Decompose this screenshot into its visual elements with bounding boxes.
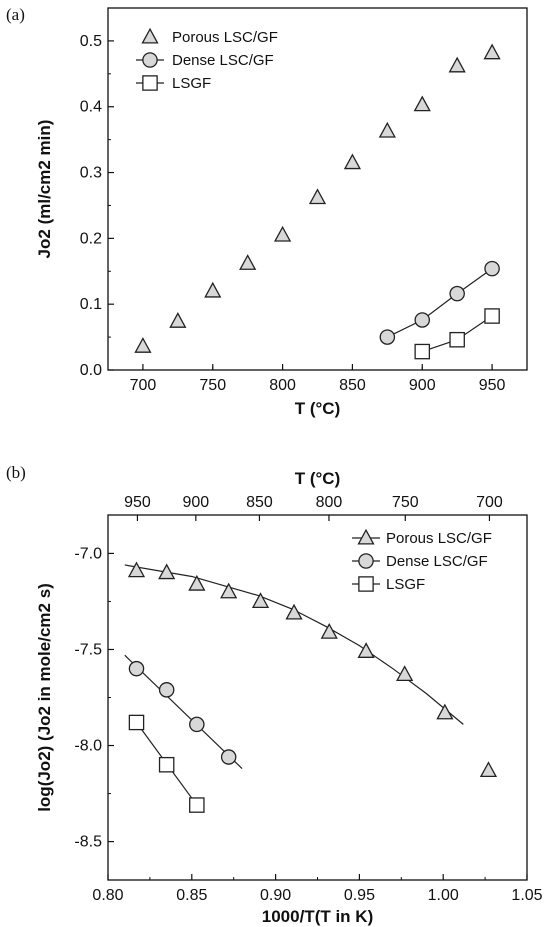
y-tick-label: -7.0 xyxy=(74,545,102,562)
top-tick-label: 750 xyxy=(392,494,419,511)
x-tick-label: 700 xyxy=(130,377,157,394)
dense-lsc-gf-point xyxy=(128,660,145,677)
y-tick-label: -8.0 xyxy=(74,738,102,755)
chart-b-xlabel: 1000/T(T in K) xyxy=(262,907,373,926)
x-tick-label: 0.95 xyxy=(344,887,375,904)
porous-lsc-gf-point xyxy=(483,43,501,60)
dense-lsc-gf-point xyxy=(189,716,205,733)
x-tick-label: 0.85 xyxy=(176,887,207,904)
porous-lsc-gf-point xyxy=(436,703,454,720)
top-tick-label: 850 xyxy=(246,494,273,511)
porous-lsc-gf-point xyxy=(396,665,414,682)
porous-lsc-gf-fit-line xyxy=(124,564,464,725)
x-tick-label: 750 xyxy=(199,377,226,394)
chart-b-legend: Porous LSC/GF Dense LSC/GF LSGF xyxy=(352,528,492,593)
chart-a-ticks: 700 750 800 850 900 950 0.0 0.1 0.2 0.3 0.4 0.5 xyxy=(80,7,506,394)
y-tick-label: -7.5 xyxy=(74,641,102,658)
porous-lsc-gf-point xyxy=(285,603,303,620)
porous-lsc-gf-point xyxy=(378,121,396,138)
dense-lsc-gf-legend-marker xyxy=(358,553,374,569)
porous-lsc-gf-point xyxy=(320,622,338,639)
x-tick-label: 900 xyxy=(409,377,436,394)
porous-lsc-gf-point xyxy=(158,563,176,580)
porous-lsc-gf-point xyxy=(169,312,187,328)
chart-a-ylabel: Jo2 (ml/cm2 min) xyxy=(35,120,54,259)
chart-b-marks xyxy=(124,561,498,813)
porous-lsc-gf-point xyxy=(273,225,292,242)
dense-lsc-gf-fit-line xyxy=(124,654,243,770)
y-tick-label: 0.3 xyxy=(80,165,102,182)
dense-lsc-gf-legend-marker xyxy=(142,52,158,68)
porous-lsc-gf-point xyxy=(134,337,152,353)
porous-lsc-gf-point xyxy=(220,582,238,599)
porous-lsc-gf-point xyxy=(188,574,206,591)
chart-b-top-xlabel: T (°C) xyxy=(295,469,341,488)
legend-label: Porous LSC/GF xyxy=(386,530,492,547)
porous-lsc-gf-point xyxy=(357,642,375,658)
porous-lsc-gf-point xyxy=(239,254,257,270)
lsgf-point xyxy=(189,797,205,813)
dense-lsc-gf-point xyxy=(220,749,237,765)
y-tick-label: 0.4 xyxy=(80,99,102,116)
lsgf-point xyxy=(158,756,175,773)
chart-b-ticks: 0.80 0.85 0.90 0.95 1.00 1.05 -7.0 -7.5 -8.0 -8.5… xyxy=(74,494,542,904)
y-tick-label: 0.0 xyxy=(80,362,102,379)
lsgf-point xyxy=(128,714,145,731)
legend-label: Dense LSC/GF xyxy=(386,553,488,570)
top-tick-label: 700 xyxy=(476,494,503,511)
chart-a: 700 750 800 850 900 950 0.0 0.1 0.2 0.3 0.4 0.5 Por… xyxy=(35,7,528,418)
porous-lsc-gf-point xyxy=(251,592,270,609)
dense-lsc-gf-point xyxy=(414,312,431,328)
porous-lsc-gf-point xyxy=(204,281,222,298)
chart-b: 0.80 0.85 0.90 0.95 1.00 1.05 -7.0 -7.5 -8.0 -8.5… xyxy=(35,469,543,926)
x-tick-label: 0.90 xyxy=(260,887,291,904)
top-tick-label: 800 xyxy=(316,494,343,511)
x-tick-label: 1.00 xyxy=(428,887,459,904)
lsgf-legend-marker xyxy=(142,75,158,91)
x-tick-label: 850 xyxy=(339,377,366,394)
y-tick-label: -8.5 xyxy=(74,834,102,851)
porous-lsc-gf-point xyxy=(413,95,431,112)
chart-b-ylabel: log(Jo2) (Jo2 in mole/cm2 s) xyxy=(35,583,54,812)
x-tick-label: 800 xyxy=(269,377,296,394)
dense-lsc-gf-line xyxy=(387,268,493,338)
dense-lsc-gf-point xyxy=(484,260,500,277)
chart-a-xlabel: T (°C) xyxy=(295,399,341,418)
lsgf-point xyxy=(449,331,465,348)
y-tick-label: 0.1 xyxy=(80,296,102,313)
porous-lsc-gf-legend-marker xyxy=(141,27,159,44)
y-tick-label: 0.2 xyxy=(80,230,102,247)
lsgf-legend-marker xyxy=(358,576,374,592)
legend-label: LSGF xyxy=(386,576,425,593)
x-tick-label: 1.05 xyxy=(511,887,542,904)
lsgf-point xyxy=(484,308,500,324)
porous-lsc-gf-point xyxy=(127,561,146,578)
legend-label: Porous LSC/GF xyxy=(172,29,278,46)
porous-lsc-gf-point xyxy=(308,188,327,205)
x-tick-label: 0.80 xyxy=(92,887,123,904)
top-tick-label: 950 xyxy=(124,494,151,511)
chart-a-marks xyxy=(134,43,501,360)
dense-lsc-gf-point xyxy=(158,682,175,698)
porous-lsc-gf-point xyxy=(343,153,362,170)
dense-lsc-gf-point xyxy=(449,285,465,302)
y-tick-label: 0.5 xyxy=(80,33,102,50)
chart-a-plot-frame xyxy=(107,7,528,371)
dense-lsc-gf-point xyxy=(379,329,396,345)
top-tick-label: 900 xyxy=(182,494,209,511)
legend-label: LSGF xyxy=(172,75,211,92)
legend-label: Dense LSC/GF xyxy=(172,52,274,69)
x-tick-label: 950 xyxy=(479,377,506,394)
panel-b-label: (b) xyxy=(6,463,26,482)
porous-lsc-gf-point xyxy=(479,761,498,778)
lsgf-point xyxy=(414,343,431,360)
porous-lsc-gf-legend-marker xyxy=(357,528,375,545)
panel-a-label: (a) xyxy=(6,5,25,24)
chart-a-legend: Porous LSC/GF Dense LSC/GF LSGF xyxy=(136,27,278,92)
porous-lsc-gf-point xyxy=(448,56,466,73)
